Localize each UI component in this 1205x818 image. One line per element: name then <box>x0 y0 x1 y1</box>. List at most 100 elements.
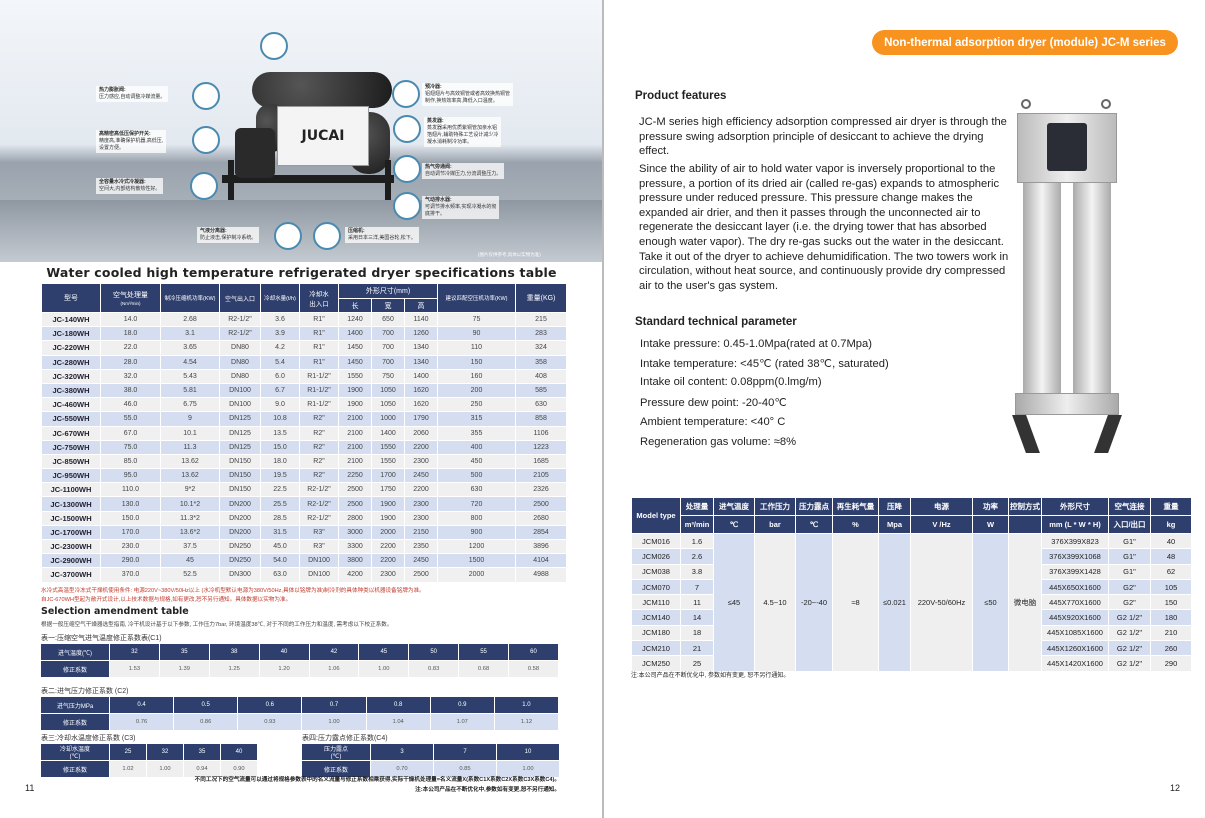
cell-height: 2060 <box>405 426 437 440</box>
cell-water-flow: 18.0 <box>261 454 299 469</box>
precooler-tank <box>252 72 392 108</box>
cell-air-port: DN250 <box>220 540 260 554</box>
spec-note-1: 水冷式高温型冷冻式干燥机使用条件: 电源220V~380V/50Hz以上 (水冷… <box>41 588 425 594</box>
cell-air-capacity: 110.0 <box>101 483 160 497</box>
callout-expansion-valve: 热力膨胀阀: 压力感应,自动调整冷媒流量。 <box>96 86 169 102</box>
page-divider <box>602 0 604 818</box>
cell-air-port: DN125 <box>220 426 260 440</box>
cell-power: 5.43 <box>161 369 219 383</box>
tower-left <box>1023 183 1061 393</box>
key-cell: 0.8 <box>366 697 430 713</box>
cell-water-flow: 9.0 <box>261 398 299 412</box>
cell-model: JCM070 <box>632 579 680 595</box>
cell-height: 2300 <box>405 511 437 525</box>
key-cell: 3 <box>371 744 433 760</box>
cell-model: JC-2900WH <box>42 554 100 568</box>
cell-capacity: 1.6 <box>681 534 713 549</box>
cell-width: 650 <box>372 313 404 327</box>
c2-caption: 表二:进气压力修正系数 (C2) <box>41 688 129 695</box>
cell-dimensions: 376X399X1068 <box>1042 549 1108 564</box>
cell-air-capacity: 18.0 <box>101 327 160 341</box>
callout-text: 铝翅翅片与高效铜管或者高效换热铜管 制作,换热效率高,降低入口温度。 <box>425 91 511 104</box>
cell-compressor-power: 315 <box>438 412 515 426</box>
table-row: 压力露点 (℃) 3 7 10 <box>302 744 559 760</box>
cell-water-flow: 3.9 <box>261 327 299 341</box>
page-number-right: 12 <box>1170 783 1181 793</box>
condenser-icon <box>190 172 218 200</box>
cell-length: 1450 <box>339 341 371 355</box>
unit-header: bar <box>755 516 795 533</box>
cell-connection: G2" <box>1109 579 1150 595</box>
callout-text: 防止液击,保护制冷系统。 <box>200 235 257 241</box>
shared-cell: ≤0.021 <box>879 534 910 671</box>
unit-header: % <box>833 516 878 533</box>
cell-water-flow: 10.8 <box>261 412 299 426</box>
cell-water-port: R2-1/2" <box>300 497 338 511</box>
table-row: JC-1300WH 130.0 10.1*2 DN200 25.5 R2-1/2" 2500… <box>42 497 566 511</box>
shared-cell: 220V-50/60Hz <box>911 534 972 671</box>
cell-model: JC-280WH <box>42 355 100 369</box>
value-cell: 0.85 <box>434 761 496 777</box>
cell-capacity: 2.6 <box>681 549 713 564</box>
spec-note-2: 自JC-670WH型起为敞开式设计,以上技术数据与规格,如有更改,恕不另行通知。… <box>41 597 292 603</box>
dryer-product-image <box>1012 85 1145 480</box>
cell-model: JC-850WH <box>42 454 100 469</box>
cell-compressor-power: 450 <box>438 454 515 469</box>
cell-power: 11.3 <box>161 440 219 454</box>
value-cell: 1.00 <box>302 714 366 730</box>
cell-air-capacity: 170.0 <box>101 525 160 539</box>
cell-width: 1550 <box>372 440 404 454</box>
cell-capacity: 7 <box>681 579 713 595</box>
key-cell: 50 <box>409 644 459 660</box>
key-cell: 55 <box>459 644 508 660</box>
value-cell: 1.04 <box>366 714 430 730</box>
cell-weight: 150 <box>1151 595 1191 610</box>
cell-weight: 180 <box>1151 610 1191 625</box>
key-cell: 0.7 <box>302 697 366 713</box>
column-header: 功率 <box>973 498 1008 515</box>
header-weight: 重量(KG) <box>516 284 566 312</box>
column-header: 处理量 <box>681 498 713 515</box>
cell-dimensions: 445X1085X1600 <box>1042 625 1108 641</box>
cell-weight: 215 <box>516 313 566 327</box>
cell-weight: 585 <box>516 383 566 398</box>
value-cell: 1.00 <box>147 761 183 777</box>
callout-title: 气液分离器: <box>200 228 227 234</box>
drain-valve-icon <box>393 192 421 220</box>
cell-length: 2100 <box>339 426 371 440</box>
callout-text: 自动调节冷媒压力,分流调整压力。 <box>425 171 502 177</box>
row-header: 压力露点 (℃) <box>302 744 370 760</box>
cell-air-port: DN300 <box>220 568 260 582</box>
cell-model: JCM110 <box>632 595 680 610</box>
cell-length: 1550 <box>339 369 371 383</box>
callout-drain-valve: 气动排水器: 可调节排水频率,实现冷凝水的彻 底排干。 <box>422 196 500 219</box>
value-cell: 1.00 <box>359 661 409 677</box>
cell-capacity: 25 <box>681 656 713 671</box>
column-header: 控制方式 <box>1009 498 1041 515</box>
column-header: 外形尺寸 <box>1042 498 1108 515</box>
table-row: JC-1100WH 110.0 9*2 DN150 22.5 R2-1/2" 2500 175… <box>42 483 566 497</box>
cell-width: 750 <box>372 369 404 383</box>
cell-power: 3.1 <box>161 327 219 341</box>
cell-width: 1050 <box>372 398 404 412</box>
table-row: JCM180 18 445X1085X1600 G2 1/2" 210 <box>632 625 1191 641</box>
cell-water-flow: 28.5 <box>261 511 299 525</box>
table-row: JC-380WH 38.0 5.81 DN100 6.7 R1-1/2" 1900 1050 1… <box>42 383 566 398</box>
cell-model: JC-3700WH <box>42 568 100 582</box>
c1-caption: 表一:压缩空气进气温度修正系数表(C1) <box>41 635 162 642</box>
cell-air-port: DN150 <box>220 469 260 483</box>
c3-table: 冷却水温度 (℃) 25 32 35 40 修正系数 1.02 1.00 0.94 0.90 <box>40 743 258 778</box>
table-row: JC-850WH 85.0 13.62 DN150 18.0 R2" 2100 1550 230… <box>42 454 566 469</box>
callout-title: 热力膨胀阀: <box>99 87 126 93</box>
cell-dimensions: 445X770X1600 <box>1042 595 1108 610</box>
cell-air-capacity: 150.0 <box>101 511 160 525</box>
param-intake-temperature: Intake temperature: <45℃ (rated 38℃, sat… <box>640 358 889 370</box>
cell-water-port: R2" <box>300 426 338 440</box>
cell-weight: 62 <box>1151 564 1191 579</box>
cell-water-flow: 4.2 <box>261 341 299 355</box>
cell-water-port: R2" <box>300 454 338 469</box>
cell-weight: 210 <box>1151 625 1191 641</box>
cell-weight: 105 <box>1151 579 1191 595</box>
cell-width: 1400 <box>372 426 404 440</box>
shared-cell: 4.5~10 <box>755 534 795 671</box>
